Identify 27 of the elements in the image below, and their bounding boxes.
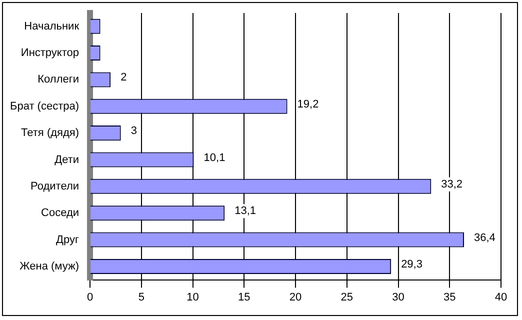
y-tick-label: Начальник (24, 20, 80, 32)
x-tick-label: 40 (494, 291, 508, 304)
data-label: 10,1 (204, 152, 226, 164)
y-tick-label: Дети (54, 154, 80, 166)
data-label: 3 (130, 125, 137, 138)
x-tick-label: 25 (340, 291, 354, 304)
data-label: 36,4 (474, 232, 496, 244)
x-tick-label: 0 (86, 291, 94, 304)
x-tick-label: 30 (392, 291, 404, 304)
y-tick-label: Коллеги (38, 74, 80, 86)
y-tick-label: Тетя (дядя) (21, 127, 80, 140)
data-label: 19,2 (297, 98, 319, 110)
x-tick-label: 15 (238, 291, 250, 304)
data-label: 2 (120, 72, 127, 84)
y-tick-label: Друг (56, 234, 80, 246)
x-tick-label: 20 (289, 291, 302, 304)
data-label: 13,1 (234, 205, 256, 218)
y-tick-label: Родители (30, 180, 80, 192)
y-tick-label: Соседи (41, 207, 80, 220)
x-tick-label: 35 (444, 291, 456, 304)
x-tick-label: 10 (186, 291, 199, 304)
data-label: 33,2 (441, 178, 463, 190)
y-tick-label: Жена (муж) (20, 260, 80, 272)
data-label: 29,3 (401, 258, 422, 270)
y-tick-label: Инструктор (20, 47, 80, 60)
x-tick-label: 5 (138, 291, 144, 304)
y-tick-label: Брат (сестра) (10, 100, 80, 112)
